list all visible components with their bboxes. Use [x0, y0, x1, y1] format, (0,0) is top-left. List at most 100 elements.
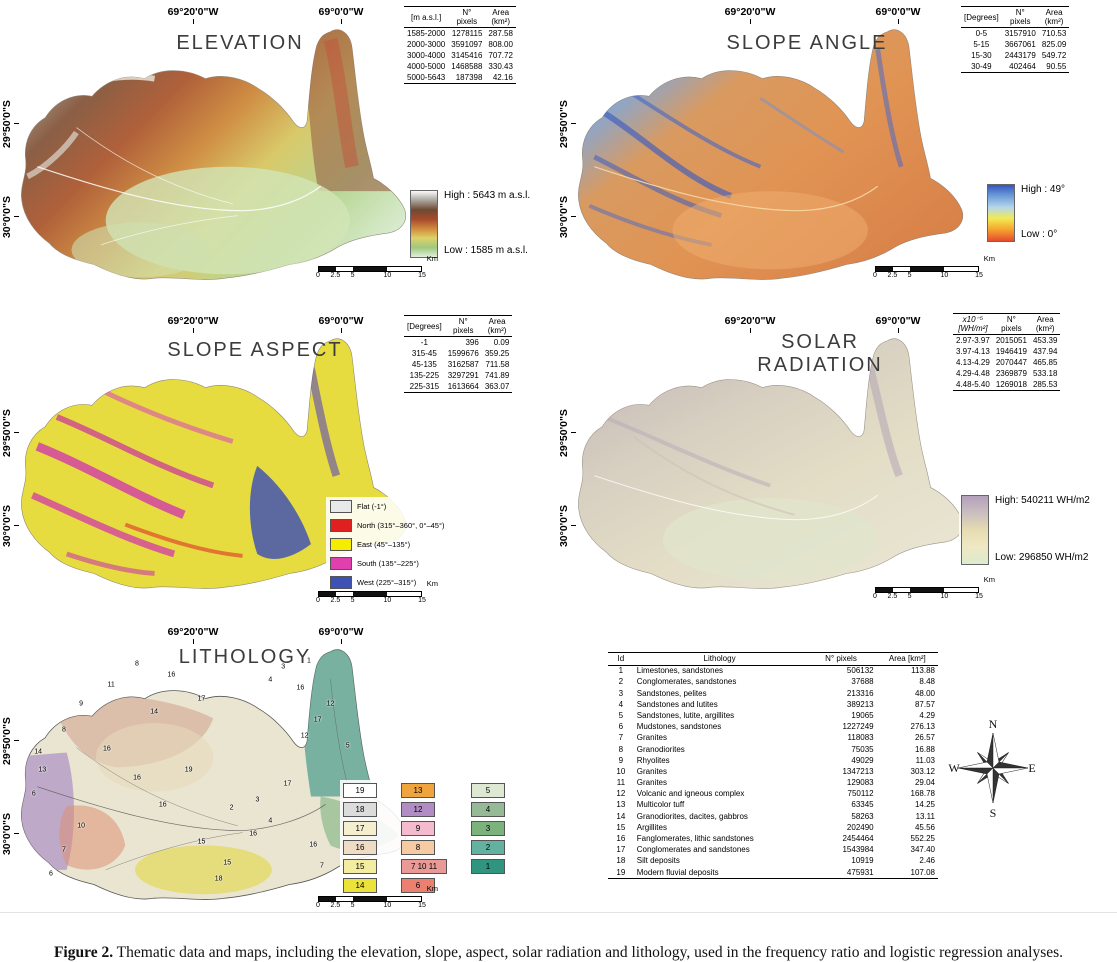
table-row: 13 Multicolor tuff 63345 14.25	[616, 800, 935, 810]
map-unit-number: 6	[31, 790, 36, 798]
map-unit-number: 16	[133, 774, 141, 782]
scale-number: 15	[975, 593, 983, 600]
legend-high-label: High: 540211 WH/m2	[995, 495, 1090, 506]
lithology-legend-box: 17	[343, 821, 377, 836]
lithology-legend-box: 6	[401, 878, 435, 893]
table-row: 14 Granodiorites, dacites, gabbros 58263 13…	[616, 811, 935, 821]
slope-map-image	[565, 20, 995, 286]
panel-title-elevation: ELEVATION	[176, 32, 304, 54]
scale-unit-label: Km	[426, 579, 438, 588]
map-unit-number: 12	[326, 700, 335, 708]
legend-item: West (225°–315°)	[330, 576, 444, 589]
lithology-legend-box: 1	[471, 859, 505, 874]
scale-number: 15	[418, 597, 426, 604]
lithology-legend-box: 15	[343, 859, 377, 874]
map-unit-number: 15	[197, 838, 206, 846]
map-unit-number: 5	[345, 742, 350, 750]
scale-bar-strip	[318, 896, 422, 902]
solar-color-ramp	[961, 495, 989, 565]
lithology-legend-box: 13	[401, 783, 435, 798]
legend-low-label: Low: 296850 WH/m2	[995, 552, 1089, 563]
table-row: 15-30 2443179 549.72	[971, 50, 1067, 60]
table-row: 4.13-4.29 2070447 465.85	[956, 357, 1058, 367]
map-unit-number: 14	[150, 708, 159, 716]
scale-number: 15	[975, 272, 983, 279]
col-header: Area (km²)	[1038, 5, 1070, 29]
map-unit-number: 17	[283, 780, 292, 788]
lithology-legend-box: 7 10 11	[401, 859, 447, 874]
lithology-legend-box: 3	[471, 821, 505, 836]
legend-swatch	[330, 519, 352, 532]
map-unit-number: 16	[249, 830, 257, 838]
map-unit-number: 8	[135, 660, 139, 668]
legend-label: East (45°–135°)	[357, 540, 411, 549]
scale-number: 10	[383, 902, 392, 909]
lithology-legend-box: 16	[343, 840, 377, 855]
scale-number: 15	[418, 902, 426, 909]
compass-south-label: S	[990, 806, 997, 820]
scale-number: 10	[940, 593, 949, 600]
map-unit-number: 10	[77, 822, 85, 830]
slope-aspect-panel: 69°20'0"W 69°0'0"W 29°50'0"S 30°0'0"S SL…	[0, 309, 560, 617]
map-unit-number: 2	[229, 804, 234, 812]
table-row: 7 Granites 118083 26.57	[618, 733, 935, 743]
longitude-label: 69°20'0"W	[705, 6, 795, 24]
table-row: 4.48-5.40 1269018 285.53	[953, 379, 1061, 392]
scale-bar-strip	[318, 591, 422, 597]
table-row: 18 Silt deposits 10919 2.46	[616, 856, 935, 866]
map-unit-number: 4	[268, 817, 273, 825]
legend-label: North (315°–360°, 0°–45°)	[357, 521, 445, 530]
lithology-table: Id Lithology N° pixels Area [km²] 1 Limes…	[608, 652, 938, 880]
map-unit-number: 16	[158, 801, 167, 809]
table-row: 3000-4000 3145416 707.72	[407, 50, 513, 60]
legend-item: North (315°–360°, 0°–45°)	[330, 519, 444, 532]
map-unit-number: 14	[34, 748, 42, 756]
legend-label: West (225°–315°)	[357, 578, 417, 587]
scale-bar: Km 0 2.5 5 10 15	[316, 254, 438, 282]
scale-number: 0	[316, 272, 320, 279]
map-unit-number: 12	[300, 732, 309, 740]
map-unit-number: 8	[61, 726, 66, 734]
map-unit-number: 18	[214, 875, 223, 883]
table-row: 2000-3000 3591097 808.00	[407, 39, 513, 49]
col-header: Area (km²)	[481, 314, 513, 338]
longitude-label: 69°20'0"W	[705, 315, 795, 333]
table-row: 8 Granodiorites 75035 16.88	[618, 744, 935, 754]
scale-bar: Km 0 2.5 5 10 15	[316, 884, 438, 912]
scale-bar: Km 0 2.5 5 10 15	[316, 579, 438, 607]
lithology-legend-box: 19	[343, 783, 377, 798]
table-row: 17 Conglomerates and sandstones 1543984 347…	[616, 845, 935, 855]
lithology-legend-box: 2	[471, 840, 505, 855]
lithology-legend-box: 5	[471, 783, 505, 798]
col-header: Area (km²)	[1029, 312, 1061, 336]
lithology-legend: 19 18 17 16 15 14 13 12 9 8 7 10 11 6 5 4 3 2 1	[340, 780, 508, 896]
map-unit-number: 3	[255, 796, 260, 804]
map-unit-number: 7	[61, 846, 66, 854]
col-header: N° pixels	[444, 314, 482, 338]
solar-table: x10⁻⁵ [WH/m²] N° pixels Area (km²) 2.97-…	[953, 312, 1061, 392]
map-unit-number: 16	[309, 841, 318, 849]
elevation-panel: 69°20'0"W 69°0'0"W 29°50'0"S 30°0'0"S	[0, 0, 560, 306]
table-row: 16 Fanglomerates, lithic sandstones 245446…	[616, 834, 935, 843]
table-row: 0-5 3157910 710.53	[975, 28, 1067, 38]
legend-label: Flat (-1°)	[357, 502, 387, 511]
table-row: -1 396 0.09	[420, 337, 510, 347]
longitude-label: 69°0'0"W	[296, 6, 386, 24]
lithology-legend-box: 9	[401, 821, 435, 836]
legend-item: Flat (-1°)	[330, 500, 444, 513]
table-row: 3 Sandstones, pelites 213316 48.00	[618, 688, 935, 698]
scale-number: 15	[418, 272, 426, 279]
lithology-map-image: 8 11 9 16 17 14 3 4 1 16 12 17 14 13 8 6 16 16 10 7 6 16 19 2 15…	[8, 640, 438, 906]
longitude-label: 69°0'0"W	[853, 315, 943, 333]
figure-caption: Figure 2. Thematic data and maps, includ…	[25, 944, 1092, 962]
col-header: Id	[608, 652, 634, 666]
scale-bar-strip	[875, 266, 979, 272]
solar-legend: High: 540211 WH/m2 Low: 296850 WH/m2	[959, 493, 1092, 567]
longitude-label: 69°20'0"W	[148, 6, 238, 24]
legend-low-label: Low : 1585 m a.s.l.	[444, 245, 528, 256]
table-row: 12 Volcanic and igneous complex 750112 168.…	[616, 789, 935, 799]
table-row: 5-15 3667061 825.09	[973, 39, 1067, 49]
scale-number: 5	[350, 902, 355, 909]
table-row: 4 Sandstones and lutites 389213 87.57	[618, 699, 935, 709]
